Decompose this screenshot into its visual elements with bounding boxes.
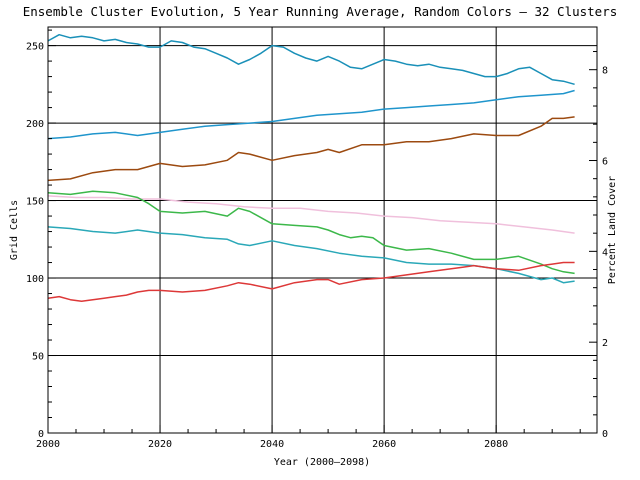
x-tick-label: 2060 xyxy=(372,439,396,450)
chart-title: Ensemble Cluster Evolution, 5 Year Runni… xyxy=(23,4,618,19)
series-line-7 xyxy=(47,261,575,303)
series-line-1 xyxy=(47,33,575,86)
series-lines xyxy=(47,33,575,303)
y-tick-label: 150 xyxy=(26,197,44,208)
y-tick-label: 200 xyxy=(26,119,44,130)
x-tick-label: 2020 xyxy=(148,439,172,450)
ticks: 0 50 100 150 200 250 2000 2020 2040 2060 2080 0 2 4 6 8 xyxy=(26,29,608,450)
series-line-2 xyxy=(47,89,575,140)
plot-frame xyxy=(47,26,598,434)
series-line-3 xyxy=(47,116,575,182)
x-tick-label: 2040 xyxy=(260,439,284,450)
series-line-4 xyxy=(47,195,575,234)
x-tick-label: 2080 xyxy=(484,439,508,450)
axes xyxy=(47,26,598,434)
y-tick-label: 50 xyxy=(32,352,44,363)
y-tick-label: 100 xyxy=(26,274,44,285)
y2-tick-label: 4 xyxy=(602,247,608,258)
y-tick-label: 250 xyxy=(26,42,44,53)
y-axis-label: Grid Cells xyxy=(9,200,20,260)
series-line-6 xyxy=(47,226,575,284)
y2-tick-label: 0 xyxy=(602,429,608,440)
x-axis-label: Year (2000–2098) xyxy=(274,457,370,468)
y2-tick-label: 8 xyxy=(602,66,608,77)
y2-tick-label: 2 xyxy=(602,338,608,349)
y-tick-label: 0 xyxy=(38,429,44,440)
y2-tick-label: 6 xyxy=(602,157,608,168)
x-tick-label: 2000 xyxy=(36,439,60,450)
grid-lines xyxy=(48,27,597,433)
series-line-5 xyxy=(47,190,575,275)
y2-axis-label: Percent Land Cover xyxy=(607,176,618,284)
